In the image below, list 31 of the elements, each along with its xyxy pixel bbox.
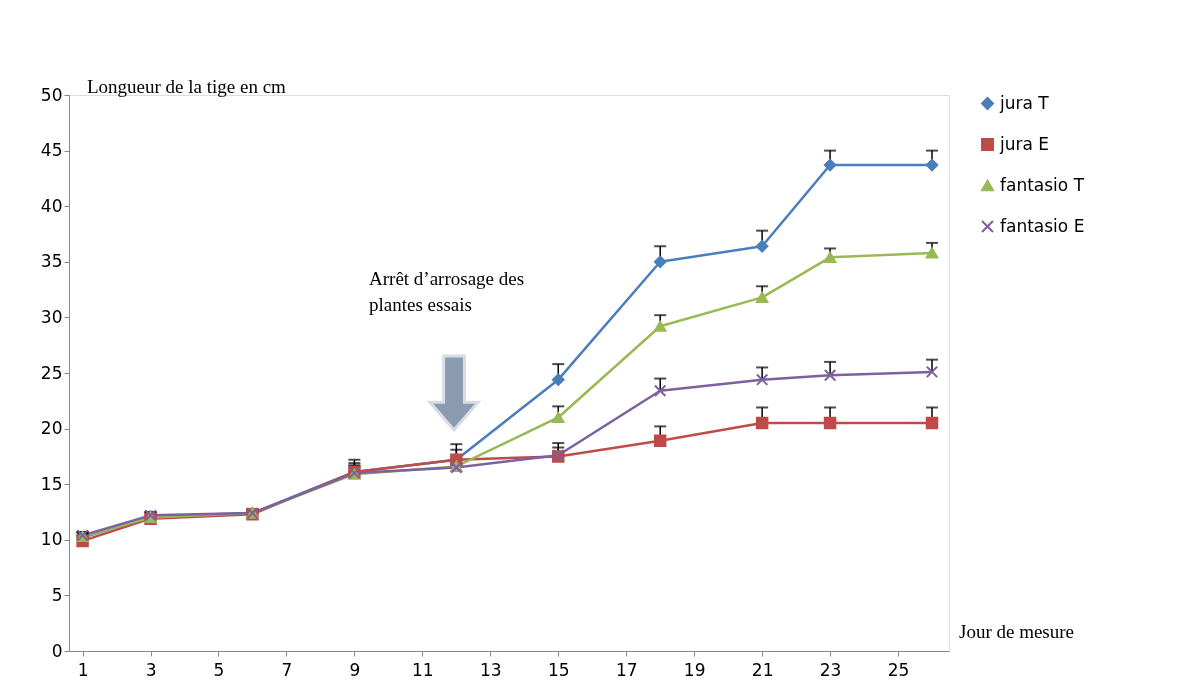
annotation: Arrêt d’arrosage des plantes essais (369, 268, 525, 315)
y-tick-label: 45 (40, 140, 63, 161)
y-tick-label: 35 (40, 251, 63, 272)
x-tick-label: 7 (281, 659, 293, 680)
y-axis-title: Longueur de la tige en cm (87, 76, 287, 97)
x-axis-title: Jour de mesure (959, 621, 1075, 642)
y-tick-label: 50 (40, 84, 63, 105)
x-tick-label: 13 (479, 659, 502, 680)
y-tick-label: 30 (40, 306, 63, 327)
y-tick-label: 40 (40, 195, 63, 216)
x-tick-label: 5 (213, 659, 225, 680)
legend-label: fantasio T (1000, 174, 1085, 195)
y-tick-label: 15 (40, 473, 63, 494)
y-tick-label: 0 (51, 640, 63, 661)
x-tick-label: 19 (683, 659, 706, 680)
x-tick-label: 17 (615, 659, 638, 680)
y-tick-label: 20 (40, 418, 63, 439)
x-tick-label: 15 (547, 659, 570, 680)
legend-label: jura T (999, 92, 1050, 113)
y-tick-label: 10 (40, 529, 63, 550)
x-tick-label: 23 (819, 659, 842, 680)
x-tick-label: 11 (412, 659, 434, 680)
x-tick-label: 9 (349, 659, 361, 680)
y-tick-label: 5 (51, 584, 63, 605)
x-tick-label: 25 (887, 659, 910, 680)
legend-label: jura E (999, 133, 1050, 154)
y-tick-label: 25 (40, 362, 63, 383)
x-tick-label: 3 (145, 659, 157, 680)
x-tick-label: 21 (751, 659, 774, 680)
legend-label: fantasio E (1000, 215, 1085, 236)
x-tick-label: 1 (77, 659, 89, 680)
